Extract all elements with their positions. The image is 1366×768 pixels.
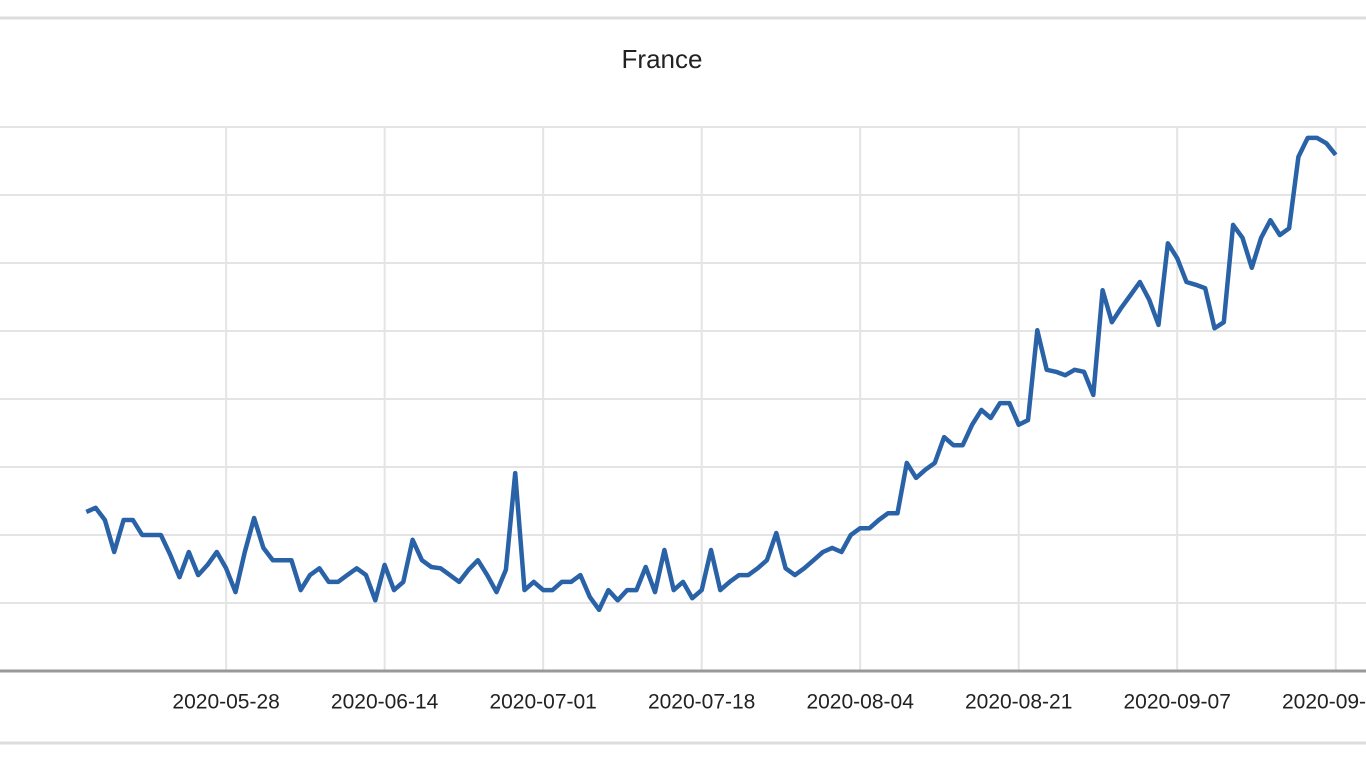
x-tick-label: 2020-08-21 (965, 691, 1072, 714)
x-tick-label: 2020-08-04 (806, 691, 914, 714)
x-tick-label: 2020-07-18 (648, 691, 755, 714)
x-tick-label: 2020-09-24 (1282, 691, 1366, 714)
chart-title: France (622, 44, 703, 74)
x-tick-label: 2020-05-28 (172, 691, 279, 714)
x-tick-label: 2020-09-07 (1123, 691, 1230, 714)
x-tick-label: 2020-07-01 (489, 691, 596, 714)
x-tick-label: 2020-06-14 (331, 691, 439, 714)
data-line (85, 135, 1338, 613)
